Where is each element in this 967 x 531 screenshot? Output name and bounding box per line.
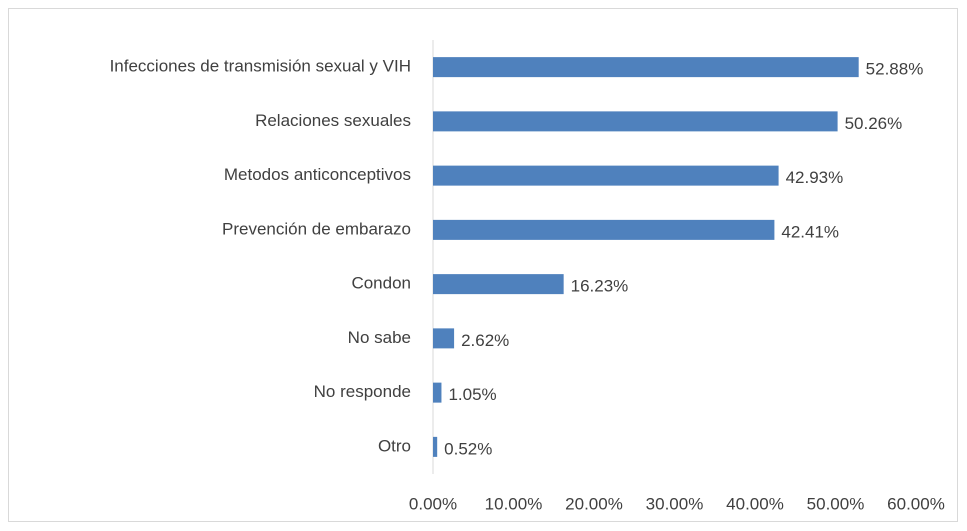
bar [433, 382, 442, 403]
x-tick-label: 60.00% [887, 494, 945, 513]
data-label: 50.26% [845, 114, 903, 133]
y-tick-label: Relaciones sexuales [255, 111, 411, 130]
chart-border [8, 8, 958, 522]
x-tick-label: 40.00% [726, 494, 784, 513]
data-label: 1.05% [448, 385, 496, 404]
bar [433, 111, 838, 132]
data-label: 42.93% [786, 168, 844, 187]
data-label: 52.88% [866, 60, 924, 79]
data-label: 16.23% [571, 277, 629, 296]
y-tick-label: Condon [351, 274, 411, 293]
bar [433, 436, 438, 457]
x-tick-label: 30.00% [646, 494, 704, 513]
data-label: 2.62% [461, 331, 509, 350]
x-tick-label: 10.00% [485, 494, 543, 513]
bar [433, 219, 775, 240]
bar [433, 274, 564, 295]
y-tick-label: No responde [314, 382, 411, 401]
y-tick-label: Prevención de embarazo [222, 219, 411, 238]
bar [433, 165, 779, 186]
y-tick-label: No sabe [348, 328, 411, 347]
y-tick-label: Infecciones de transmisión sexual y VIH [110, 57, 411, 76]
data-label: 42.41% [781, 222, 839, 241]
x-tick-label: 0.00% [409, 494, 457, 513]
x-tick-label: 50.00% [807, 494, 865, 513]
bar [433, 57, 859, 78]
y-tick-label: Otro [378, 436, 411, 455]
x-tick-label: 20.00% [565, 494, 623, 513]
data-label: 0.52% [444, 439, 492, 458]
bar [433, 328, 455, 349]
y-tick-label: Metodos anticonceptivos [224, 165, 411, 184]
